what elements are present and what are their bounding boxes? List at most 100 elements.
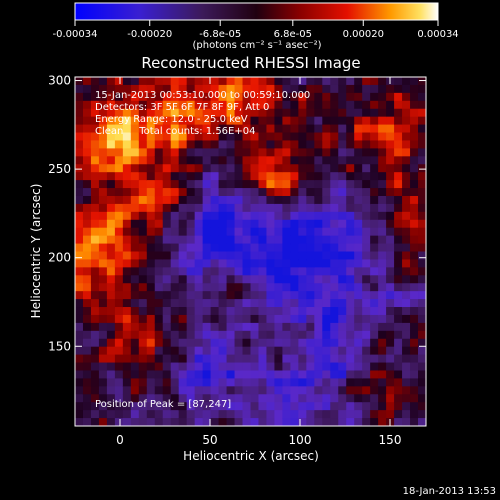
heatmap-cell <box>410 212 419 221</box>
heatmap-cell <box>362 140 371 149</box>
heatmap-cell <box>402 315 411 324</box>
heatmap-cell <box>258 331 267 340</box>
heatmap-cell <box>235 299 244 308</box>
heatmap-cell <box>219 236 228 245</box>
heatmap-cell <box>282 204 291 213</box>
heatmap-cell <box>402 85 411 94</box>
heatmap-cell <box>362 323 371 332</box>
heatmap-cell <box>386 188 395 197</box>
heatmap-cell <box>195 259 204 268</box>
heatmap-cell <box>306 378 315 387</box>
heatmap-cell <box>99 275 108 284</box>
heatmap-cell <box>123 188 132 197</box>
heatmap-cell <box>251 347 260 356</box>
heatmap-cell <box>243 172 252 181</box>
heatmap-cell <box>171 156 180 165</box>
heatmap-cell <box>83 196 92 205</box>
heatmap-cell <box>266 291 275 300</box>
heatmap-cell <box>83 299 92 308</box>
heatmap-cell <box>362 236 371 245</box>
heatmap-cell <box>91 267 100 276</box>
heatmap-cell <box>243 212 252 221</box>
heatmap-cell <box>219 140 228 149</box>
heatmap-cell <box>251 220 260 229</box>
heatmap-cell <box>290 410 299 419</box>
heatmap-cell <box>235 347 244 356</box>
heatmap-cell <box>298 355 307 364</box>
heatmap-cell <box>203 140 212 149</box>
heatmap-cell <box>171 386 180 395</box>
heatmap-cell <box>131 228 140 237</box>
heatmap-cell <box>306 394 315 403</box>
heatmap-cell <box>235 418 244 427</box>
heatmap-cell <box>322 347 331 356</box>
heatmap-cell <box>410 323 419 332</box>
heatmap-cell <box>306 133 315 142</box>
heatmap-cell <box>99 410 108 419</box>
heatmap-cell <box>123 140 132 149</box>
heatmap-cell <box>330 267 339 276</box>
heatmap-cell <box>139 196 148 205</box>
heatmap-cell <box>139 331 148 340</box>
heatmap-cell <box>386 196 395 205</box>
heatmap-cell <box>266 133 275 142</box>
heatmap-cell <box>338 196 347 205</box>
heatmap-cell <box>99 347 108 356</box>
heatmap-cell <box>402 386 411 395</box>
heatmap-cell <box>123 339 132 348</box>
heatmap-cell <box>115 331 124 340</box>
heatmap-cell <box>338 101 347 110</box>
heatmap-cell <box>298 347 307 356</box>
heatmap-cell <box>290 418 299 427</box>
heatmap-cell <box>282 410 291 419</box>
heatmap-cell <box>314 101 323 110</box>
heatmap-cell <box>322 363 331 372</box>
heatmap-cell <box>362 93 371 102</box>
heatmap-cell <box>274 164 283 173</box>
heatmap-cell <box>274 109 283 118</box>
heatmap-cell <box>298 220 307 229</box>
heatmap-cell <box>91 148 100 157</box>
heatmap-cell <box>139 252 148 261</box>
heatmap-cell <box>418 212 427 221</box>
heatmap-cell <box>171 196 180 205</box>
heatmap-cell <box>338 386 347 395</box>
heatmap-cell <box>306 323 315 332</box>
heatmap-cell <box>99 196 108 205</box>
heatmap-cell <box>290 315 299 324</box>
heatmap-cell <box>362 148 371 157</box>
heatmap-cell <box>131 164 140 173</box>
heatmap-cell <box>243 148 252 157</box>
heatmap-cell <box>282 402 291 411</box>
heatmap-cell <box>75 196 84 205</box>
heatmap-cell <box>394 299 403 308</box>
heatmap-cell <box>155 140 164 149</box>
heatmap-cell <box>75 283 84 292</box>
heatmap-cell <box>171 236 180 245</box>
heatmap-cell <box>179 291 188 300</box>
heatmap-cell <box>155 180 164 189</box>
heatmap-cell <box>274 363 283 372</box>
heatmap-cell <box>298 291 307 300</box>
heatmap-cell <box>282 228 291 237</box>
heatmap-cell <box>346 133 355 142</box>
heatmap-cell <box>418 133 427 142</box>
heatmap-cell <box>418 117 427 126</box>
heatmap-cell <box>91 180 100 189</box>
heatmap-cell <box>91 283 100 292</box>
heatmap-cell <box>410 109 419 118</box>
heatmap-cell <box>266 283 275 292</box>
heatmap-cell <box>203 283 212 292</box>
heatmap-cell <box>107 196 116 205</box>
heatmap-cell <box>274 252 283 261</box>
heatmap-cell <box>274 275 283 284</box>
heatmap-cell <box>107 299 116 308</box>
heatmap-cell <box>227 363 236 372</box>
heatmap-cell <box>235 188 244 197</box>
heatmap-cell <box>394 101 403 110</box>
heatmap-cell <box>330 204 339 213</box>
heatmap-cell <box>338 140 347 149</box>
heatmap-cell <box>354 299 363 308</box>
heatmap-cell <box>410 315 419 324</box>
heatmap-cell <box>394 252 403 261</box>
